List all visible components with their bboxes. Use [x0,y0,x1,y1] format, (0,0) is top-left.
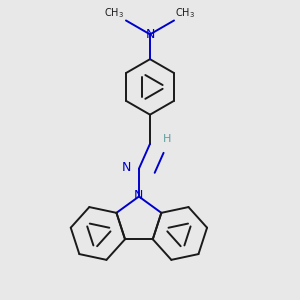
Text: H: H [163,134,172,144]
Text: N: N [145,28,155,41]
Text: N: N [134,189,144,202]
Text: CH$_3$: CH$_3$ [176,6,196,20]
Text: CH$_3$: CH$_3$ [104,6,124,20]
Text: N: N [122,161,132,174]
